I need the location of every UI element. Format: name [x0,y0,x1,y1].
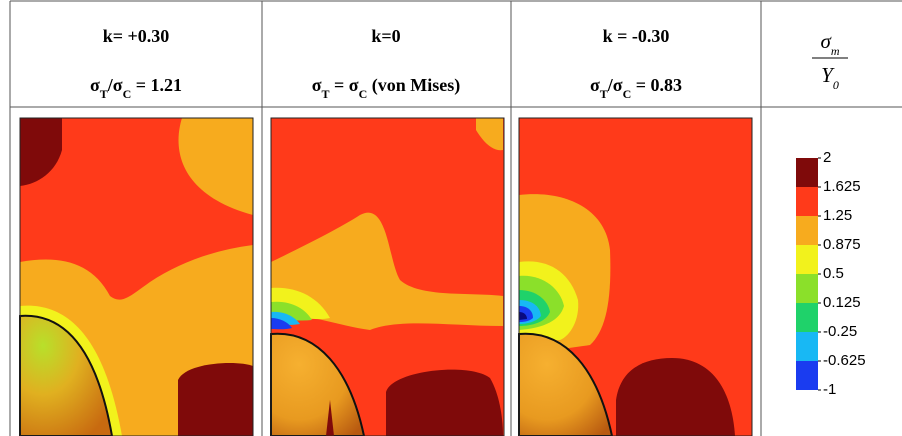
legend-swatch [796,187,818,216]
subscript: T [322,87,330,101]
subscript: T [100,87,108,101]
legend-swatch [796,361,818,390]
subscript: C [359,87,368,101]
ratio-label: σT/σC = 0.83 [590,75,682,101]
legend-swatch [796,216,818,245]
ratio-text: σ [312,75,322,95]
legend-label: 0.5 [823,265,844,282]
legend-label: 1.25 [823,207,852,224]
symbol: Y [821,63,835,87]
table-lines [9,0,902,436]
ratio-text: /σ [107,75,123,95]
k-label: k = -0.30 [603,26,670,46]
ratio-text: /σ [607,75,623,95]
legend-label: -1 [823,381,836,398]
k-label: k= +0.30 [103,26,170,46]
legend-label: -0.625 [823,352,866,369]
legend: 2 1.625 1.25 0.875 0.5 0.125 -0.25 -0.625 -1 [796,149,866,398]
ratio-text: σ [90,75,100,95]
denominator: Y0 [821,63,839,92]
ratio-label: σT/σC = 1.21 [90,75,182,101]
legend-label: 0.125 [823,294,861,311]
subscript: T [600,87,608,101]
ratio-text: (von Mises) [367,75,460,96]
ratio-text: σ [590,75,600,95]
ratio-text: = σ [330,75,359,95]
subscript: C [123,87,132,101]
k-label: k=0 [371,26,400,46]
subscript: 0 [833,78,839,92]
legend-swatch [796,274,818,303]
ratio-label: σT = σC (von Mises) [312,75,461,101]
legend-swatch [796,303,818,332]
ratio-text: = 0.83 [631,75,682,95]
legend-label: 0.875 [823,236,861,253]
subscript: C [623,87,632,101]
symbol: σ [820,29,832,53]
legend-label: -0.25 [823,323,857,340]
legend-swatch [796,245,818,274]
contour-plot-3 [518,117,753,436]
legend-label: 1.625 [823,178,861,195]
legend-label: 2 [823,149,831,166]
numerator: σm [820,29,839,58]
contour-plot-2 [270,117,505,436]
ratio-text: = 1.21 [131,75,182,95]
legend-swatch [796,332,818,361]
legend-swatch [796,158,818,187]
subscript: m [831,44,840,58]
contour-plot-1 [19,117,254,436]
